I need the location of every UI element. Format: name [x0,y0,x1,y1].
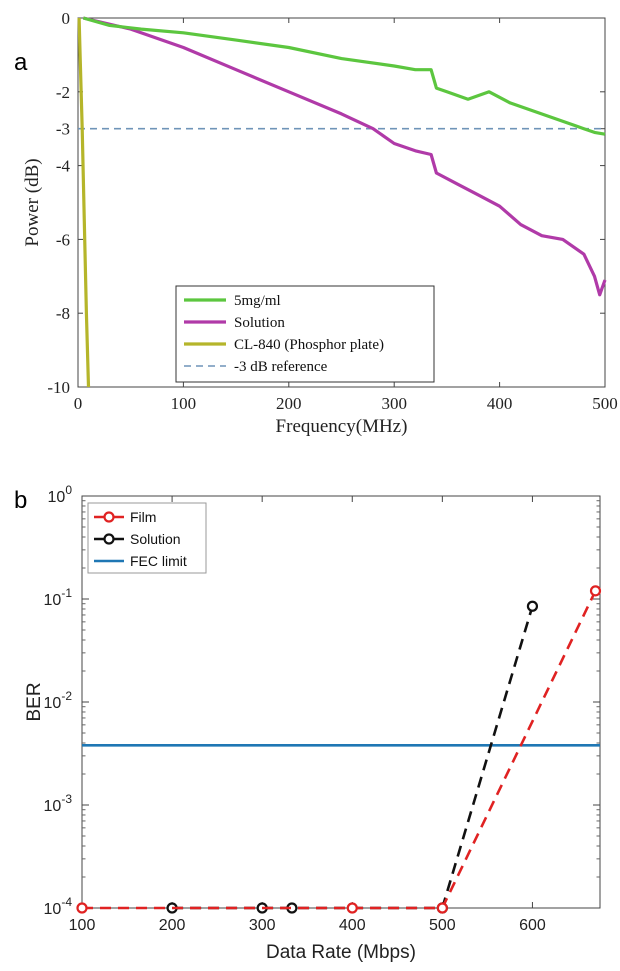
panel-a-xtick-label: 0 [74,394,83,413]
tick-exponent: -2 [61,689,72,703]
tick-base: 10 [44,695,62,712]
tick-exponent: -4 [61,895,72,909]
panel-a-legend-entry: 5mg/ml [234,293,281,309]
panel-a-ytick-label: -3 [56,120,70,139]
panel-b-ytick-label: 100 [48,483,73,506]
panel-a-ytick-label: 0 [62,9,71,28]
panel-b-xtick-label: 300 [249,917,276,934]
panel-a-series-line [77,17,91,388]
panel-a-ytick-label: -6 [56,230,70,249]
panel-b-xtick-label: 600 [519,917,546,934]
panel-a-label: a [14,49,28,76]
tick-exponent: 0 [65,483,72,497]
panel-b-xtick-label: 400 [339,917,366,934]
panel-b-data-point [436,902,448,914]
tick-base: 10 [44,798,62,815]
tick-exponent: -1 [61,586,72,600]
panel-b-data-point [76,902,88,914]
panel-a-ylabel: Power (dB) [22,158,43,246]
panel-b-ytick-label: 10-1 [44,586,73,609]
panel-b-legend-entry: FEC limit [130,553,187,569]
panel-b-data-point [526,600,539,612]
panel-b-legend-marker [103,533,115,545]
panel-a-legend-entry: CL-840 (Phosphor plate) [234,337,384,353]
panel-a-legend-entry: Solution [234,315,285,331]
panel-a-ytick-label: -2 [56,83,70,102]
panel-b-legend-entry: Film [130,509,156,525]
panel-b-ytick-label: 10-2 [44,689,73,712]
panel-a-xlabel: Frequency(MHz) [276,416,408,437]
panel-b-xtick-label: 100 [69,917,96,934]
panel-a-xtick-label: 200 [276,394,302,413]
panel-b-xlabel: Data Rate (Mbps) [266,942,416,963]
tick-base: 10 [48,489,66,506]
panel-a-ytick-label: -4 [56,157,71,176]
panel-a-xtick-label: 400 [487,394,513,413]
panel-b-ytick-label: 10-4 [44,895,73,918]
panel-b-data-point [346,902,358,914]
tick-base: 10 [44,901,62,918]
panel-a-xtick-label: 500 [592,394,618,413]
panel-a-series-line [82,16,606,136]
panel-b-series-line [82,590,597,910]
panel-b-ylabel: BER [24,682,45,721]
panel-a-xtick-label: 300 [381,394,407,413]
tick-exponent: -3 [61,792,72,806]
panel-b-data-point [589,585,602,597]
panel-b-legend-entry: Solution [130,531,181,547]
tick-base: 10 [44,592,62,609]
panel-b-label: b [14,487,27,514]
panel-b-xtick-label: 200 [159,917,186,934]
panel-a-xtick-label: 100 [171,394,197,413]
panel-b-legend-marker [103,511,115,523]
panel-a-series-line [82,16,607,297]
panel-b-ytick-label: 10-3 [44,792,73,815]
panel-b-xtick-label: 500 [429,917,456,934]
panel-a-legend-entry: -3 dB reference [234,359,328,375]
panel-a-ytick-label: -10 [47,378,70,397]
panel-a-legend-box [175,285,435,383]
panel-a: a 0 100 200 300 400 500 0 -2 -3 -4 -6 -8 -10 Frequency… [14,9,618,437]
panel-a-ytick-label: -8 [56,304,70,323]
